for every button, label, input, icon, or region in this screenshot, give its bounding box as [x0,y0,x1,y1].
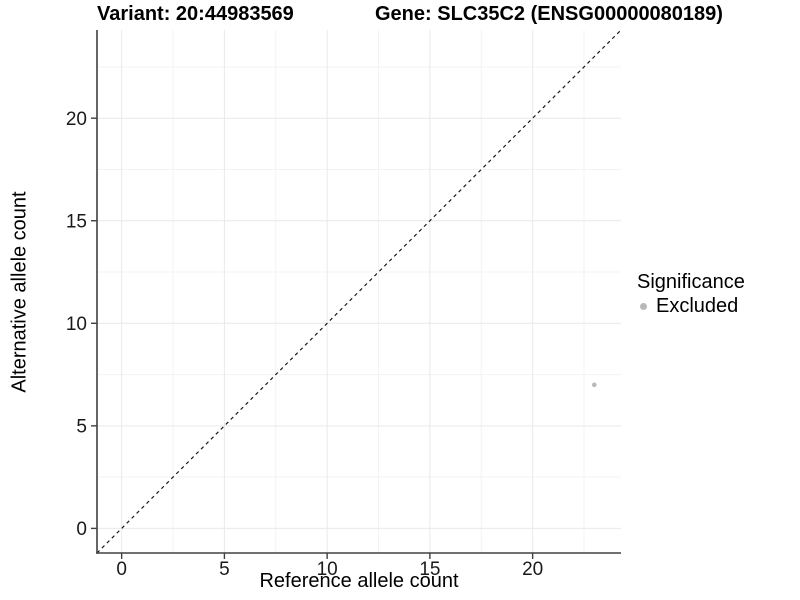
legend-title: Significance [637,271,745,293]
data-point [591,382,597,388]
y-tick-label: 10 [66,314,87,335]
legend-entry-label: Excluded [656,295,739,317]
gene-title: Gene: SLC35C2 (ENSG00000080189) [375,3,723,25]
legend-entry-excluded: Excluded [637,295,745,317]
y-tick-label: 5 [76,416,87,437]
variant-title: Variant: 20:44983569 [97,3,294,25]
x-tick-label: 15 [419,559,440,580]
x-tick-label: 10 [317,559,338,580]
x-tick-label: 20 [522,559,543,580]
legend-point-icon [640,302,647,310]
identity-line [96,29,622,554]
y-tick-label: 0 [76,519,87,540]
y-tick-label: 20 [66,109,87,130]
legend: Significance Excluded [637,271,745,317]
y-axis-label: Alternative allele count [8,191,31,393]
x-tick-label: 5 [219,559,230,580]
x-tick-label: 0 [116,559,127,580]
x-axis-label: Reference allele count [259,570,459,592]
y-tick-label: 15 [66,211,87,232]
